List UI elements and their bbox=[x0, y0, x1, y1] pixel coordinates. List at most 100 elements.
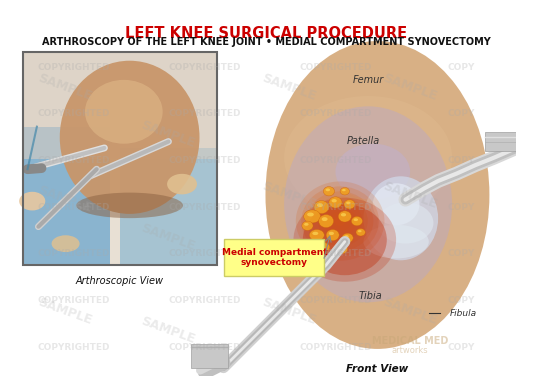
Ellipse shape bbox=[314, 201, 329, 214]
Bar bbox=[23, 52, 217, 265]
Bar bbox=[23, 52, 217, 159]
Ellipse shape bbox=[351, 216, 362, 226]
Ellipse shape bbox=[358, 230, 361, 232]
Text: COPY: COPY bbox=[448, 296, 475, 305]
Text: COPYRIGHTED: COPYRIGHTED bbox=[299, 156, 372, 165]
Ellipse shape bbox=[19, 192, 45, 210]
Text: SAMPLE: SAMPLE bbox=[36, 72, 94, 103]
Bar bbox=[120, 148, 217, 265]
Ellipse shape bbox=[76, 193, 183, 218]
Ellipse shape bbox=[329, 197, 342, 208]
Text: COPY: COPY bbox=[448, 249, 475, 258]
Ellipse shape bbox=[342, 233, 353, 243]
Ellipse shape bbox=[318, 201, 362, 241]
Text: Femur: Femur bbox=[352, 75, 384, 85]
Ellipse shape bbox=[329, 211, 351, 231]
Ellipse shape bbox=[284, 106, 452, 302]
Text: COPYRIGHTED: COPYRIGHTED bbox=[168, 156, 241, 165]
Ellipse shape bbox=[85, 80, 163, 144]
Text: Front View: Front View bbox=[346, 364, 409, 374]
Text: Fibula: Fibula bbox=[449, 309, 477, 318]
Text: COPYRIGHTED: COPYRIGHTED bbox=[168, 203, 241, 212]
Ellipse shape bbox=[338, 246, 343, 249]
Ellipse shape bbox=[356, 229, 365, 236]
Text: COPY: COPY bbox=[448, 63, 475, 72]
Ellipse shape bbox=[317, 203, 323, 207]
Text: COPYRIGHTED: COPYRIGHTED bbox=[299, 109, 372, 118]
FancyBboxPatch shape bbox=[224, 239, 324, 276]
Ellipse shape bbox=[317, 243, 330, 252]
Ellipse shape bbox=[332, 199, 337, 202]
Ellipse shape bbox=[319, 244, 325, 247]
Ellipse shape bbox=[353, 218, 358, 221]
Text: SAMPLE: SAMPLE bbox=[260, 179, 318, 211]
Ellipse shape bbox=[309, 230, 324, 241]
Text: SAMPLE: SAMPLE bbox=[139, 119, 196, 150]
Ellipse shape bbox=[326, 230, 339, 241]
Bar bbox=[191, 344, 228, 368]
Ellipse shape bbox=[344, 200, 355, 209]
Text: SAMPLE: SAMPLE bbox=[139, 221, 196, 253]
Text: COPYRIGHTED: COPYRIGHTED bbox=[38, 343, 110, 352]
Ellipse shape bbox=[329, 232, 334, 235]
Ellipse shape bbox=[335, 216, 346, 226]
Text: SAMPLE: SAMPLE bbox=[36, 184, 94, 216]
Ellipse shape bbox=[324, 187, 335, 196]
Ellipse shape bbox=[321, 217, 328, 221]
Ellipse shape bbox=[342, 189, 346, 191]
Bar bbox=[23, 127, 110, 265]
Text: SAMPLE: SAMPLE bbox=[381, 72, 439, 103]
Text: COPYRIGHTED: COPYRIGHTED bbox=[168, 249, 241, 258]
Ellipse shape bbox=[307, 191, 374, 251]
Text: SAMPLE: SAMPLE bbox=[381, 179, 439, 211]
Ellipse shape bbox=[296, 181, 384, 261]
Ellipse shape bbox=[301, 186, 379, 256]
Ellipse shape bbox=[304, 210, 320, 223]
Ellipse shape bbox=[338, 211, 351, 222]
Text: COPYRIGHTED: COPYRIGHTED bbox=[38, 249, 110, 258]
Ellipse shape bbox=[284, 96, 452, 219]
Text: COPYRIGHTED: COPYRIGHTED bbox=[299, 203, 372, 212]
Text: COPYRIGHTED: COPYRIGHTED bbox=[38, 109, 110, 118]
Bar bbox=[23, 52, 217, 265]
Text: COPYRIGHTED: COPYRIGHTED bbox=[299, 343, 372, 352]
Text: COPYRIGHTED: COPYRIGHTED bbox=[299, 63, 372, 72]
Ellipse shape bbox=[326, 188, 330, 191]
Ellipse shape bbox=[302, 221, 313, 230]
Ellipse shape bbox=[335, 144, 410, 200]
Text: COPYRIGHTED: COPYRIGHTED bbox=[38, 156, 110, 165]
Text: COPYRIGHTED: COPYRIGHTED bbox=[38, 63, 110, 72]
Text: COPYRIGHTED: COPYRIGHTED bbox=[299, 249, 372, 258]
Text: COPYRIGHTED: COPYRIGHTED bbox=[168, 63, 241, 72]
Ellipse shape bbox=[312, 232, 318, 235]
Ellipse shape bbox=[312, 196, 368, 246]
Ellipse shape bbox=[364, 225, 429, 258]
Text: LEFT KNEE SURGICAL PROCEDURE: LEFT KNEE SURGICAL PROCEDURE bbox=[125, 26, 408, 41]
Text: COPY: COPY bbox=[448, 203, 475, 212]
Ellipse shape bbox=[60, 61, 199, 214]
Text: COPYRIGHTED: COPYRIGHTED bbox=[38, 203, 110, 212]
Ellipse shape bbox=[304, 223, 309, 226]
Text: SAMPLE: SAMPLE bbox=[139, 314, 196, 346]
Text: COPYRIGHTED: COPYRIGHTED bbox=[299, 296, 372, 305]
Ellipse shape bbox=[346, 202, 351, 204]
Text: COPYRIGHTED: COPYRIGHTED bbox=[168, 109, 241, 118]
Ellipse shape bbox=[336, 244, 348, 254]
Ellipse shape bbox=[377, 202, 433, 244]
Text: SAMPLE: SAMPLE bbox=[36, 296, 94, 328]
Ellipse shape bbox=[364, 176, 438, 260]
Text: COPYRIGHTED: COPYRIGHTED bbox=[168, 343, 241, 352]
Ellipse shape bbox=[340, 187, 350, 195]
Ellipse shape bbox=[319, 215, 334, 228]
Ellipse shape bbox=[303, 204, 387, 275]
Ellipse shape bbox=[324, 206, 357, 236]
Text: COPY: COPY bbox=[448, 109, 475, 118]
Ellipse shape bbox=[294, 198, 396, 282]
Text: COPYRIGHTED: COPYRIGHTED bbox=[38, 296, 110, 305]
Text: COPY: COPY bbox=[448, 156, 475, 165]
Bar bbox=[484, 132, 515, 151]
Text: MEDICAL MED: MEDICAL MED bbox=[372, 336, 448, 347]
Text: SAMPLE: SAMPLE bbox=[260, 296, 318, 328]
Text: SAMPLE: SAMPLE bbox=[260, 72, 318, 103]
Ellipse shape bbox=[52, 235, 79, 252]
